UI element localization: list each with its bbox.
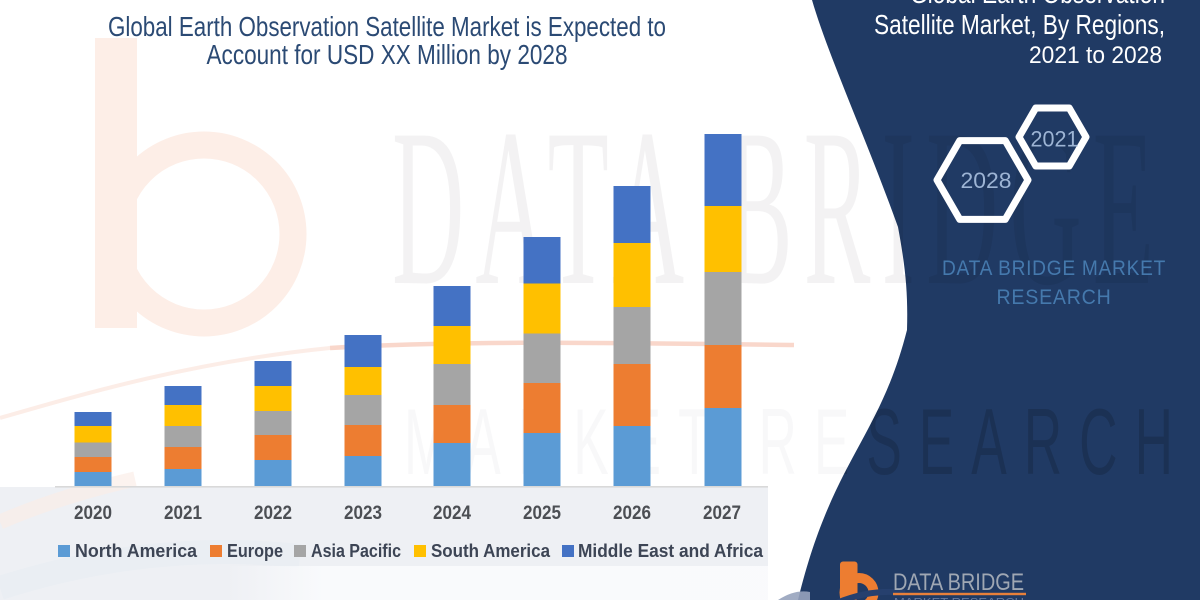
svg-text:2026: 2026	[613, 502, 651, 524]
svg-text:2020: 2020	[74, 502, 112, 524]
svg-text:2024: 2024	[433, 502, 471, 524]
svg-text:Satellite Market, By Regions,: Satellite Market, By Regions,	[874, 9, 1165, 40]
svg-text:DATA BRIDGE MARKET: DATA BRIDGE MARKET	[942, 257, 1166, 280]
svg-text:2025: 2025	[523, 502, 561, 524]
svg-text:Asia Pacific: Asia Pacific	[311, 540, 401, 561]
svg-text:Global Earth Observation Satel: Global Earth Observation Satellite Marke…	[108, 11, 666, 42]
svg-text:South America: South America	[431, 540, 551, 561]
svg-text:2021: 2021	[164, 502, 202, 524]
svg-text:2021: 2021	[1031, 127, 1079, 152]
svg-text:DATA BRIDGE: DATA BRIDGE	[893, 569, 1024, 596]
svg-text:North America: North America	[75, 540, 198, 561]
svg-text:2028: 2028	[961, 168, 1012, 193]
svg-text:MARKET RESEARCH: MARKET RESEARCH	[894, 597, 1024, 600]
svg-text:2021 to 2028: 2021 to 2028	[1029, 42, 1162, 69]
svg-text:Global Earth Observation: Global Earth Observation	[910, 0, 1165, 9]
svg-text:Europe: Europe	[227, 540, 283, 561]
svg-text:2022: 2022	[254, 502, 292, 524]
svg-text:2023: 2023	[344, 502, 382, 524]
svg-text:RESEARCH: RESEARCH	[997, 286, 1112, 309]
svg-text:Middle East and Africa: Middle East and Africa	[578, 540, 764, 561]
svg-text:2027: 2027	[703, 502, 741, 524]
svg-text:Account for USD XX Million by: Account for USD XX Million by 2028	[207, 39, 568, 70]
